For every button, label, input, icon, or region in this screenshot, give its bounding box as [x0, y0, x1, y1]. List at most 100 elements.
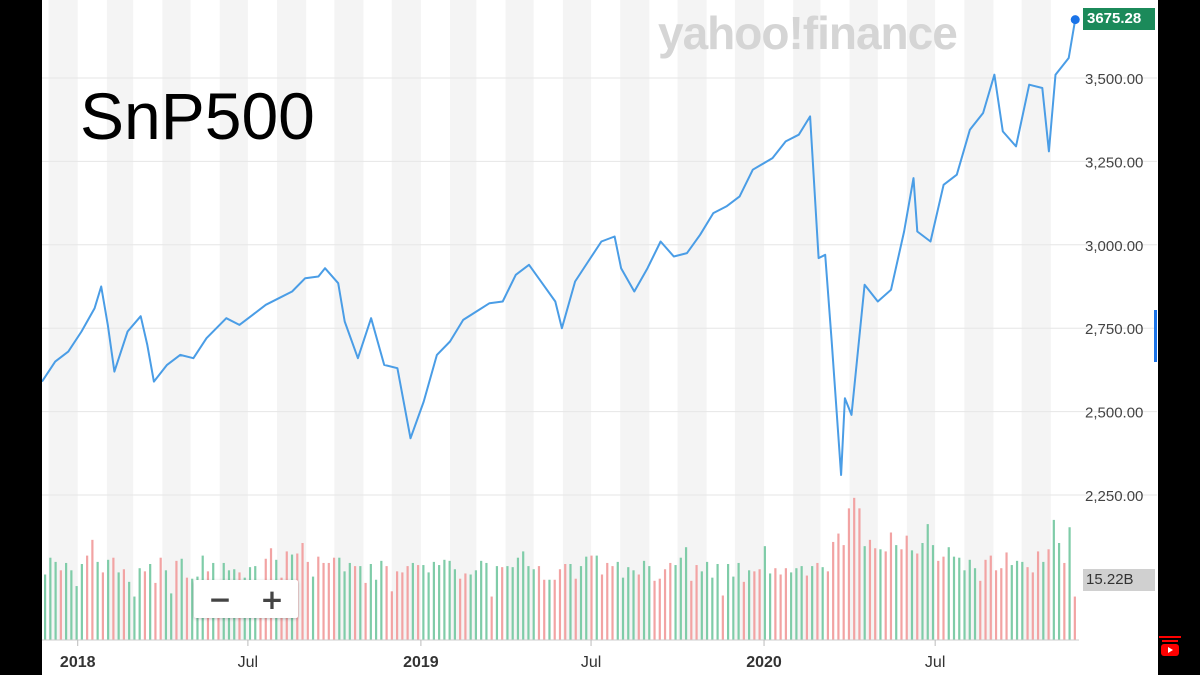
price-series-line [42, 19, 1077, 476]
volume-bar [543, 579, 546, 640]
month-band [677, 0, 707, 640]
volume-bar [348, 562, 351, 640]
volume-bar [191, 578, 194, 640]
volume-bar [1021, 561, 1024, 640]
volume-bar [422, 565, 425, 640]
volume-bar [122, 569, 126, 640]
chart-panel: 2,250.00 2,500.00 2,750.00 3,000.00 3,250.00… [42, 0, 1158, 675]
y-axis-labels: 2,250.00 2,500.00 2,750.00 3,000.00 3,250.00… [1085, 71, 1143, 505]
volume-bar [632, 570, 635, 640]
volume-bar [1057, 543, 1061, 640]
volume-bar [800, 566, 803, 640]
volume-bar [322, 562, 325, 640]
volume-bar [916, 553, 919, 640]
volume-bar [952, 556, 956, 640]
month-band [793, 0, 821, 640]
volume-bar [438, 565, 441, 640]
volume-bar [574, 578, 577, 640]
volume-bar [359, 566, 362, 640]
volume-bar [684, 547, 688, 640]
volume-bar [958, 557, 961, 640]
volume-bar [979, 580, 982, 640]
volume-bar [1052, 519, 1055, 640]
volume-bar [726, 564, 730, 640]
volume-bar [569, 564, 572, 640]
x-tick-label: 2020 [746, 654, 782, 671]
price-chart[interactable]: 2,250.00 2,500.00 2,750.00 3,000.00 3,250.00… [42, 0, 1158, 675]
volume-bar [884, 551, 887, 640]
volume-bar [847, 508, 851, 640]
volume-bar [112, 557, 115, 640]
volume-bar [1047, 549, 1050, 640]
last-price-dot [1070, 15, 1080, 25]
volume-bar [532, 569, 535, 640]
volume-bar [858, 508, 861, 640]
volume-bar [374, 579, 378, 640]
volume-bar [926, 524, 929, 640]
yahoo-finance-watermark: yahoo!finance [658, 7, 958, 59]
volume-bar [170, 593, 173, 640]
volume-bar [921, 543, 924, 640]
volume-bar [495, 566, 499, 640]
volume-bar [44, 574, 47, 640]
volume-bar [548, 579, 551, 640]
y-tick-label: 2,500.00 [1085, 405, 1143, 422]
volume-bar [705, 561, 709, 640]
volume-bar [690, 580, 693, 640]
volume-bar [653, 580, 656, 640]
volume-bar [385, 566, 388, 640]
volume-bar [595, 555, 598, 640]
volume-bar [511, 567, 514, 640]
volume-bar [522, 551, 525, 640]
x-tick-label: 2018 [60, 654, 96, 671]
volume-bar [527, 566, 530, 640]
volume-bar [805, 575, 809, 640]
volume-bar [753, 571, 756, 640]
volume-bar [716, 564, 719, 640]
volume-bar [464, 573, 467, 640]
volume-bar [763, 546, 766, 640]
volume-bar [968, 559, 971, 640]
volume-bar [1031, 572, 1034, 640]
volume-bar [332, 557, 336, 640]
volume-bar [474, 570, 478, 640]
volume-bar [769, 573, 772, 640]
volume-bar [811, 566, 814, 640]
volume-bar [837, 533, 840, 640]
volume-bar [790, 572, 793, 640]
youtube-subscribe-icon[interactable] [1158, 634, 1182, 662]
volume-bar [590, 555, 593, 640]
volume-bar [774, 568, 777, 640]
volume-bar [621, 577, 625, 640]
volume-bar [931, 545, 935, 640]
volume-bar [459, 578, 462, 640]
volume-bar [159, 557, 162, 640]
volume-bar [390, 591, 393, 640]
volume-bar [427, 572, 430, 640]
volume-bar [180, 558, 183, 640]
volume-bar [317, 556, 320, 640]
y-tick-label: 2,250.00 [1085, 488, 1143, 505]
volume-bar [343, 571, 346, 640]
month-band [1021, 0, 1051, 640]
month-band [505, 0, 534, 640]
volume-bar [606, 562, 609, 640]
volume-bar [748, 570, 751, 640]
zoom-out-button[interactable]: − [208, 582, 232, 616]
month-band [277, 0, 307, 640]
zoom-in-button[interactable]: + [260, 582, 284, 616]
scroll-handle[interactable] [1154, 310, 1157, 362]
volume-bar [853, 497, 856, 640]
volume-bar [989, 555, 992, 640]
month-band [48, 0, 78, 640]
volume-bar [874, 548, 877, 640]
volume-bar [353, 566, 357, 640]
volume-bar [91, 539, 94, 640]
volume-bar [311, 576, 315, 640]
month-band [620, 0, 650, 640]
volume-bar [942, 556, 945, 640]
volume-bar [973, 568, 977, 640]
y-tick-label: 2,750.00 [1085, 321, 1143, 338]
volume-badge: 15.22B [1083, 569, 1155, 591]
